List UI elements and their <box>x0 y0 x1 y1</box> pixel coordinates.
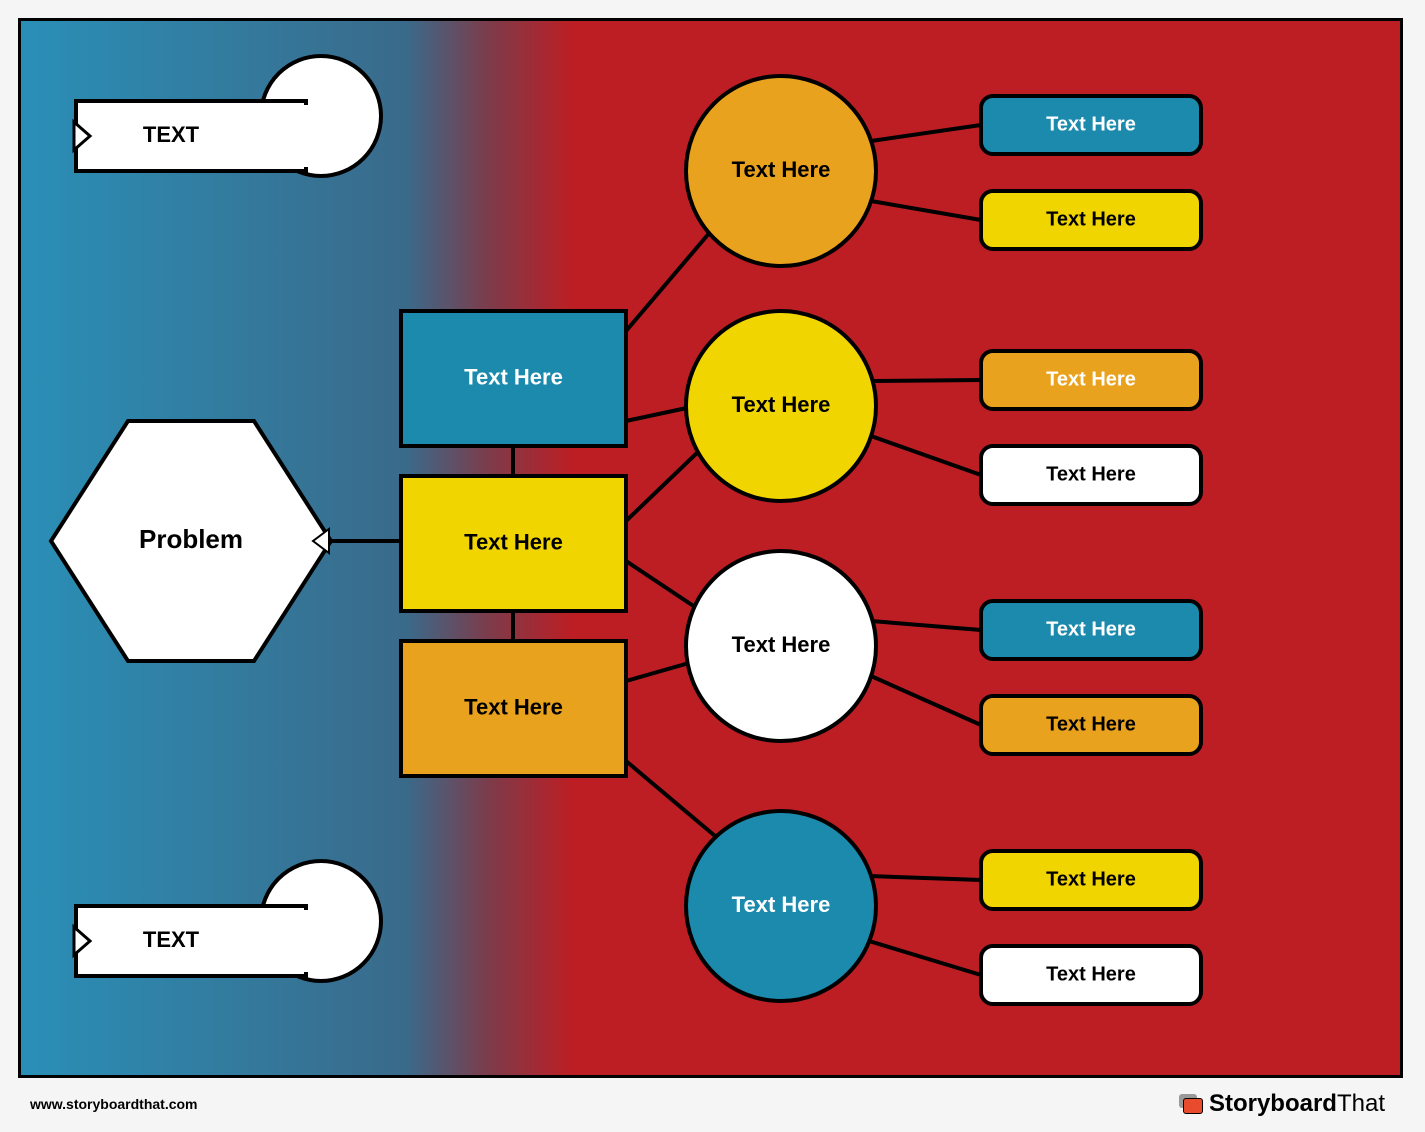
pill-4: Text Here <box>981 446 1201 504</box>
svg-text:Text Here: Text Here <box>732 157 831 182</box>
svg-text:Text Here: Text Here <box>1046 963 1136 985</box>
svg-text:Text Here: Text Here <box>464 694 563 719</box>
pill-3: Text Here <box>981 351 1201 409</box>
footer-url: www.storyboardthat.com <box>30 1096 198 1112</box>
rect-2: Text Here <box>401 476 626 611</box>
svg-text:TEXT: TEXT <box>143 122 200 147</box>
pill-8: Text Here <box>981 946 1201 1004</box>
diagram-frame: TEXT TEXT Problem Text Here Text Here Text He… <box>18 18 1403 1078</box>
svg-text:Text Here: Text Here <box>1046 463 1136 485</box>
circ-3: Text Here <box>686 551 876 741</box>
circ-4: Text Here <box>686 811 876 1001</box>
footer-logo-suffix: That <box>1337 1090 1385 1117</box>
svg-text:Text Here: Text Here <box>464 364 563 389</box>
svg-text:Text Here: Text Here <box>732 632 831 657</box>
pill-7: Text Here <box>981 851 1201 909</box>
footer-logo: StoryboardThat <box>1175 1090 1385 1118</box>
svg-text:Text Here: Text Here <box>1046 868 1136 890</box>
connector <box>871 380 981 381</box>
svg-text:Text Here: Text Here <box>1046 368 1136 390</box>
pill-5: Text Here <box>981 601 1201 659</box>
svg-text:Text Here: Text Here <box>1046 208 1136 230</box>
svg-text:Text Here: Text Here <box>464 529 563 554</box>
svg-text:Text Here: Text Here <box>1046 618 1136 640</box>
pill-2: Text Here <box>981 191 1201 249</box>
svg-text:Text Here: Text Here <box>1046 113 1136 135</box>
footer-logo-prefix: Storyboard <box>1209 1090 1337 1117</box>
svg-text:Text Here: Text Here <box>732 392 831 417</box>
rect-1: Text Here <box>401 311 626 446</box>
svg-text:Problem: Problem <box>139 524 243 554</box>
circ-2: Text Here <box>686 311 876 501</box>
svg-text:Text Here: Text Here <box>1046 713 1136 735</box>
rect-3: Text Here <box>401 641 626 776</box>
pill-6: Text Here <box>981 696 1201 754</box>
diagram-svg: TEXT TEXT Problem Text Here Text Here Text He… <box>21 21 1400 1075</box>
svg-text:TEXT: TEXT <box>143 927 200 952</box>
circ-1: Text Here <box>686 76 876 266</box>
pill-1: Text Here <box>981 96 1201 154</box>
storyboard-icon <box>1175 1092 1203 1116</box>
svg-text:Text Here: Text Here <box>732 892 831 917</box>
